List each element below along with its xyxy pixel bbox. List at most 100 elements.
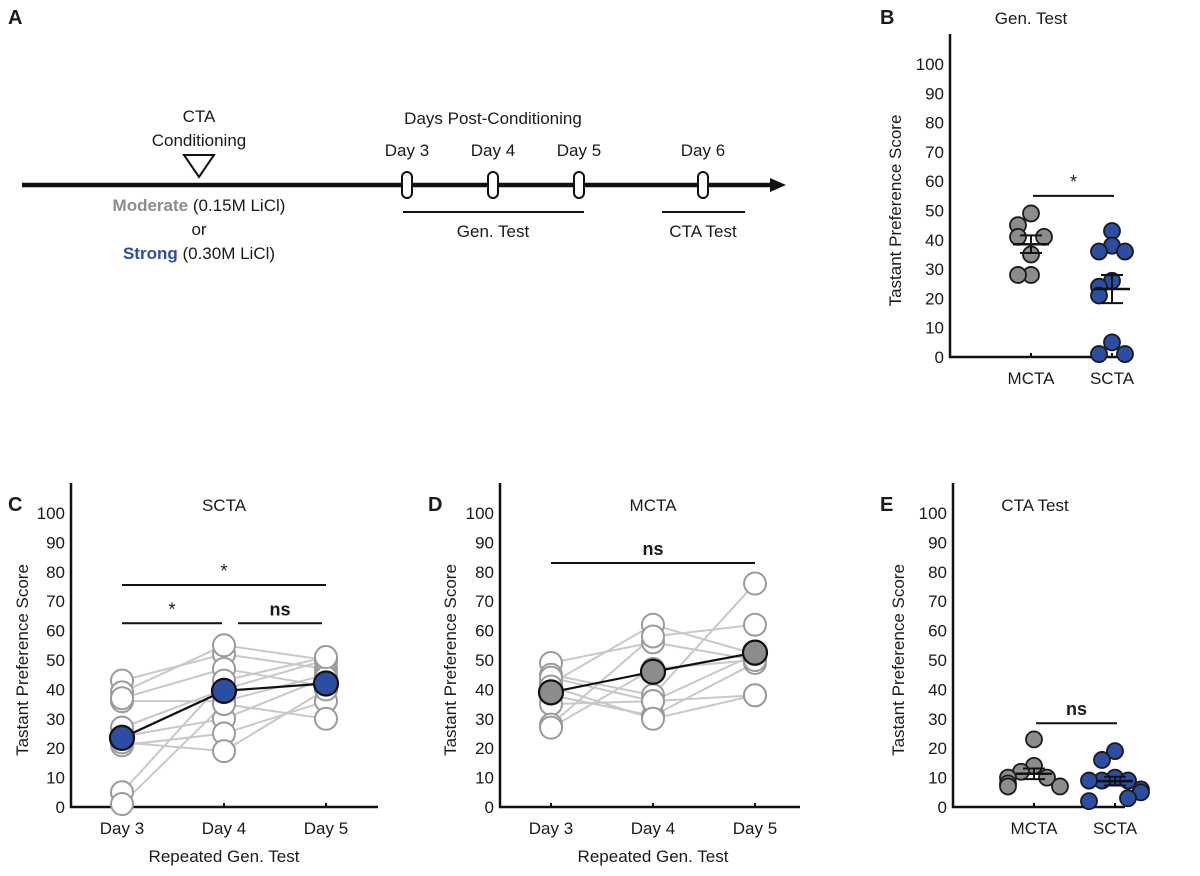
y-tick-label: 50 bbox=[928, 651, 947, 670]
y-tick-label: 70 bbox=[928, 592, 947, 611]
y-tick-label: 80 bbox=[925, 114, 944, 133]
y-tick-label: 0 bbox=[935, 348, 944, 367]
chart-title: CTA Test bbox=[1001, 496, 1069, 515]
timeline-arrow-icon bbox=[770, 178, 786, 192]
mean-point bbox=[741, 639, 769, 666]
y-tick-label: 10 bbox=[46, 769, 65, 788]
data-point bbox=[1093, 751, 1111, 769]
y-tick-label: 90 bbox=[925, 84, 944, 103]
y-tick-label: 30 bbox=[928, 710, 947, 729]
x-axis-label: Repeated Gen. Test bbox=[578, 847, 729, 866]
data-point bbox=[1119, 789, 1137, 808]
day-marker bbox=[487, 171, 499, 199]
y-tick-label: 80 bbox=[475, 563, 494, 582]
significance-label: ns bbox=[269, 599, 290, 619]
chart-title: MCTA bbox=[630, 496, 678, 515]
subject-point bbox=[743, 612, 767, 637]
subject-point bbox=[539, 715, 563, 740]
y-tick-label: 90 bbox=[46, 533, 65, 552]
chart-title: Gen. Test bbox=[995, 9, 1068, 28]
moderate-label: Moderate (0.15M LiCl) bbox=[113, 196, 286, 215]
y-tick-label: 10 bbox=[475, 769, 494, 788]
y-tick-label: 90 bbox=[928, 533, 947, 552]
chart-panel-e: E CTA Test 0 10 20 30 40 50 60 70 80 90 100 MCTA SCTA T… bbox=[880, 483, 1150, 838]
subject-point bbox=[110, 686, 134, 711]
y-tick-label: 10 bbox=[925, 319, 944, 338]
y-tick-label: 50 bbox=[46, 651, 65, 670]
y-tick-label: 60 bbox=[925, 172, 944, 191]
day-label: Day 4 bbox=[471, 141, 515, 160]
conditioning-triangle-icon bbox=[182, 154, 216, 179]
data-point bbox=[1090, 286, 1108, 305]
x-tick-label: MCTA bbox=[1008, 369, 1056, 388]
y-tick-label: 60 bbox=[928, 622, 947, 641]
y-tick-label: 100 bbox=[37, 504, 65, 523]
mean-point bbox=[639, 658, 667, 685]
y-tick-label: 40 bbox=[925, 231, 944, 250]
y-tick-label: 20 bbox=[925, 289, 944, 308]
data-point bbox=[1106, 742, 1124, 761]
y-tick-label: 60 bbox=[475, 622, 494, 641]
y-tick-label: 50 bbox=[475, 651, 494, 670]
subject-point bbox=[743, 683, 767, 708]
data-point bbox=[1025, 730, 1043, 749]
or-label: or bbox=[191, 220, 206, 239]
y-tick-label: 80 bbox=[928, 563, 947, 582]
strong-word: Strong bbox=[123, 244, 178, 263]
x-tick-label: Day 3 bbox=[529, 819, 573, 838]
mean-point bbox=[108, 724, 136, 752]
y-tick-label: 0 bbox=[938, 798, 947, 817]
data-point bbox=[1116, 242, 1134, 261]
y-tick-label: 70 bbox=[475, 592, 494, 611]
panel-letter: C bbox=[8, 494, 22, 516]
day-marker bbox=[697, 171, 709, 199]
strong-dose: (0.30M LiCl) bbox=[178, 244, 275, 263]
y-axis-label: Tastant Preference Score bbox=[889, 564, 908, 756]
data-point bbox=[1051, 777, 1069, 796]
day-marker bbox=[573, 171, 585, 199]
y-tick-label: 20 bbox=[46, 739, 65, 758]
panel-letter-a: A bbox=[8, 7, 22, 29]
panel-a-timeline: A CTA Conditioning Moderate (0.15M LiCl)… bbox=[8, 7, 786, 263]
day-label: Day 3 bbox=[385, 141, 429, 160]
mean-point bbox=[312, 670, 340, 697]
data-point bbox=[1009, 266, 1027, 284]
data-point bbox=[1080, 771, 1098, 790]
data-point bbox=[1116, 345, 1134, 363]
y-tick-label: 50 bbox=[925, 202, 944, 221]
gen-test-label: Gen. Test bbox=[457, 222, 530, 241]
subject-point bbox=[314, 706, 338, 731]
day-marker bbox=[401, 171, 413, 199]
significance-label: * bbox=[1070, 172, 1077, 192]
chart-panel-d: D MCTA 0 10 20 30 40 50 60 70 80 90 100 Day 3 Day 4 Day… bbox=[428, 483, 800, 866]
chart-panel-b: B Gen. Test 0 10 20 30 40 50 60 70 80 90 100 MCTA SCTA… bbox=[880, 7, 1135, 388]
day-label: Day 5 bbox=[557, 141, 601, 160]
x-tick-label: Day 4 bbox=[202, 819, 246, 838]
data-point bbox=[1090, 242, 1108, 261]
y-axis-label: Tastant Preference Score bbox=[13, 564, 32, 756]
subject-point bbox=[641, 706, 665, 731]
y-tick-label: 0 bbox=[485, 798, 494, 817]
conditioning-label-2: Conditioning bbox=[152, 131, 247, 150]
y-tick-label: 90 bbox=[475, 533, 494, 552]
x-tick-label: Day 4 bbox=[631, 819, 675, 838]
y-tick-label: 20 bbox=[928, 739, 947, 758]
significance-label: ns bbox=[1066, 699, 1087, 719]
x-axis-label: Repeated Gen. Test bbox=[149, 847, 300, 866]
data-point bbox=[1103, 333, 1121, 352]
significance-label: * bbox=[220, 561, 227, 581]
y-tick-label: 40 bbox=[475, 680, 494, 699]
x-tick-label: Day 3 bbox=[100, 819, 144, 838]
x-tick-label: SCTA bbox=[1090, 369, 1135, 388]
subject-point bbox=[743, 571, 767, 596]
subject-point bbox=[212, 633, 236, 658]
x-tick-label: Day 5 bbox=[733, 819, 777, 838]
significance-label: ns bbox=[642, 539, 663, 559]
subject-point bbox=[641, 624, 665, 649]
panel-letter: D bbox=[428, 494, 442, 516]
cta-test-label: CTA Test bbox=[669, 222, 737, 241]
y-tick-label: 30 bbox=[925, 260, 944, 279]
mean-point bbox=[537, 679, 565, 706]
y-tick-label: 70 bbox=[925, 143, 944, 162]
